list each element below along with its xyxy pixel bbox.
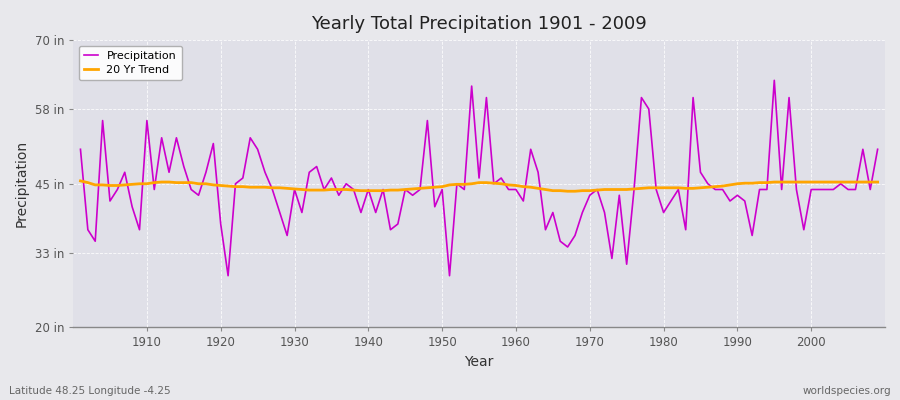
Legend: Precipitation, 20 Yr Trend: Precipitation, 20 Yr Trend [78,46,182,80]
Precipitation [769,78,779,83]
Precipitation [348,187,359,192]
20 Yr Trend [341,187,352,192]
Precipitation [607,256,617,261]
Precipitation [134,227,145,232]
20 Yr Trend [134,181,145,186]
X-axis label: Year: Year [464,355,494,369]
Title: Yearly Total Precipitation 1901 - 2009: Yearly Total Precipitation 1901 - 2009 [311,15,647,33]
20 Yr Trend [503,182,514,187]
Precipitation [510,187,521,192]
Precipitation [222,273,233,278]
Line: 20 Yr Trend: 20 Yr Trend [80,181,878,191]
Line: Precipitation: Precipitation [80,80,878,276]
20 Yr Trend [872,180,883,184]
20 Yr Trend [510,183,521,188]
Y-axis label: Precipitation: Precipitation [15,140,29,227]
20 Yr Trend [296,187,307,192]
20 Yr Trend [562,189,573,194]
Text: worldspecies.org: worldspecies.org [803,386,891,396]
Text: Latitude 48.25 Longitude -4.25: Latitude 48.25 Longitude -4.25 [9,386,171,396]
Precipitation [304,170,315,175]
20 Yr Trend [75,178,86,183]
20 Yr Trend [607,187,617,192]
Precipitation [75,147,86,152]
Precipitation [872,147,883,152]
Precipitation [518,199,528,204]
